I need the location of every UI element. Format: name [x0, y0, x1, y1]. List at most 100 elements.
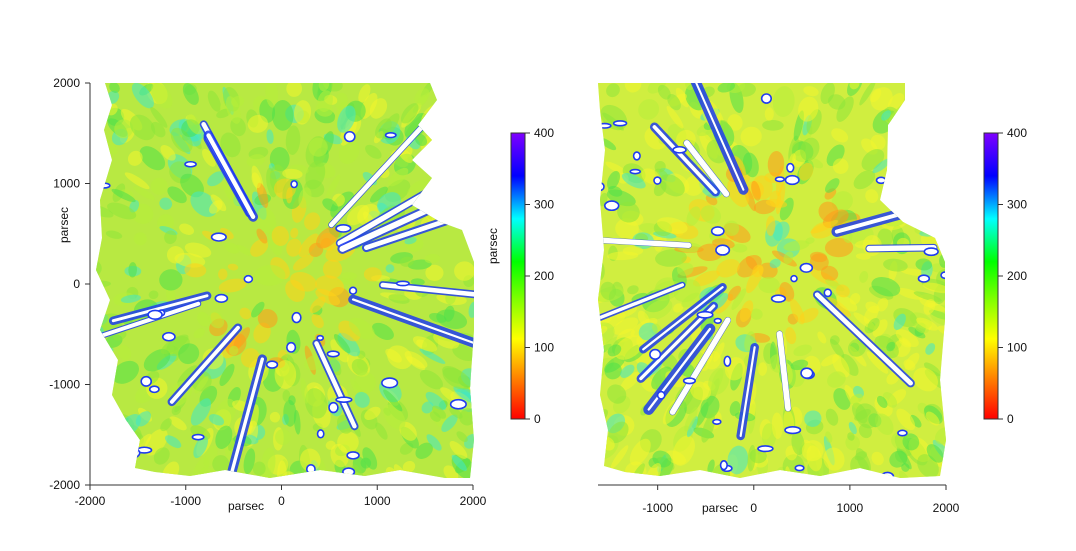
right-hole	[917, 274, 931, 283]
left-texture-blob	[251, 301, 265, 318]
right-texture-blob	[923, 362, 942, 377]
right-texture-blob	[686, 416, 698, 438]
right-texture-blob	[829, 338, 845, 359]
right-texture-blob	[836, 294, 858, 312]
left-texture-blob	[292, 254, 314, 271]
right-texture-blob	[877, 297, 889, 312]
right-texture-blob	[627, 285, 639, 295]
right-hole	[696, 310, 714, 319]
right-texture-blob	[605, 161, 627, 175]
left-texture-blob	[207, 171, 225, 187]
right-streak-core	[776, 330, 791, 412]
right-texture-blob	[832, 158, 849, 174]
left-texture-blob	[456, 431, 468, 443]
left-texture-blob	[424, 253, 441, 264]
left-texture-blob	[256, 207, 277, 234]
left-hole	[395, 280, 410, 287]
left-hole	[461, 147, 474, 157]
left-colorbar-gradient	[510, 132, 526, 420]
right-texture-blob	[655, 249, 687, 267]
right-texture-blob	[685, 83, 694, 90]
right-texture-blob	[617, 201, 640, 223]
left-texture-blob	[112, 360, 140, 384]
left-texture-blob	[419, 348, 446, 364]
right-texture-blob	[729, 400, 741, 417]
left-texture-blob	[286, 187, 293, 204]
left-texture-blob	[417, 94, 428, 106]
left-texture-blob	[404, 351, 428, 369]
left-texture-blob	[459, 110, 474, 131]
left-texture-blob	[330, 339, 349, 363]
left-y-tick-label: -2000	[49, 478, 80, 492]
left-streak-core	[351, 298, 474, 351]
left-texture-blob	[165, 435, 182, 449]
right-texture-blob	[877, 228, 894, 247]
left-texture-blob	[207, 90, 221, 112]
left-hole	[343, 130, 356, 143]
left-texture-blob	[218, 278, 247, 293]
left-texture-blob	[309, 296, 326, 314]
left-y-tick-label: 0	[73, 277, 80, 291]
left-texture-blob	[340, 272, 358, 281]
left-hole	[342, 467, 356, 477]
left-texture-blob	[190, 398, 212, 426]
left-hole	[466, 137, 474, 148]
right-texture-blob	[926, 444, 944, 463]
left-texture-blob	[236, 244, 253, 256]
right-texture-blob	[700, 395, 720, 419]
left-texture-blob	[468, 301, 474, 318]
left-texture-blob	[193, 328, 205, 339]
right-texture-blob	[923, 194, 933, 207]
right-texture-blob	[874, 413, 894, 436]
right-texture-blob	[835, 284, 850, 298]
left-texture-blob	[286, 238, 302, 257]
left-texture-blob	[362, 447, 378, 470]
right-hole	[911, 165, 920, 176]
right-colorbar-tick-label: 100	[1007, 341, 1027, 355]
left-texture-blob	[266, 129, 274, 144]
right-texture-blob	[832, 354, 850, 378]
left-texture-blob	[252, 461, 266, 476]
right-hole	[923, 247, 939, 257]
right-texture-blob	[847, 432, 855, 441]
right-texture-blob	[749, 448, 767, 464]
left-texture-blob	[254, 265, 286, 286]
left-texture-blob	[298, 187, 312, 209]
right-texture-blob	[923, 199, 946, 214]
left-texture-blob	[96, 113, 104, 135]
left-texture-blob	[265, 83, 279, 108]
right-texture-blob	[853, 170, 876, 190]
right-texture-blob	[866, 351, 889, 374]
left-texture-blob	[451, 454, 467, 472]
left-y-tick-label: -1000	[49, 378, 80, 392]
left-texture-blob	[460, 106, 474, 123]
left-texture-blob	[169, 416, 187, 431]
left-texture-blob	[425, 264, 444, 281]
right-texture-blob	[849, 83, 860, 90]
left-texture-blob	[425, 391, 447, 411]
left-texture-blob	[421, 401, 434, 414]
left-hole	[97, 380, 111, 389]
left-texture-blob	[369, 98, 388, 119]
right-hole	[799, 262, 814, 273]
left-hole	[316, 429, 325, 439]
left-texture-blob	[337, 105, 356, 133]
left-texture-blob	[251, 172, 261, 189]
right-hole	[940, 271, 946, 280]
left-texture-blob	[100, 454, 111, 465]
left-texture-blob	[400, 103, 419, 124]
left-colorbar: 400 300 200 100 0 parsec	[486, 126, 554, 426]
right-texture-blob	[849, 293, 861, 305]
right-texture-blob	[622, 246, 644, 256]
left-texture-blob	[239, 307, 252, 320]
right-texture-blob	[716, 259, 740, 278]
left-hole	[140, 375, 153, 387]
right-x-tick-label: 1000	[837, 501, 864, 515]
right-texture-blob	[871, 451, 884, 466]
right-texture-blob	[900, 192, 921, 203]
right-texture-blob	[893, 179, 905, 192]
right-texture-blob	[820, 83, 835, 105]
right-texture-blob	[798, 96, 819, 122]
right-texture-blob	[913, 291, 942, 302]
right-texture-blob	[887, 146, 912, 167]
